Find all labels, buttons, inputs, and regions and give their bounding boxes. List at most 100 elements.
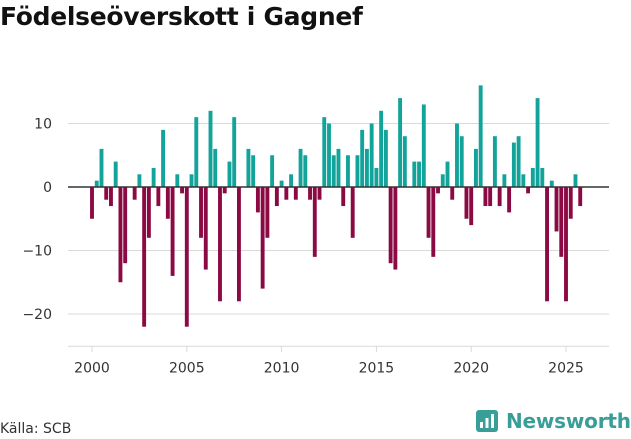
- x-axis-ticks: 2000 2005 2010 2015 2020 2025: [74, 346, 584, 376]
- bar: [293, 187, 298, 200]
- bar: [516, 136, 521, 187]
- bar: [369, 123, 374, 187]
- bar: [279, 180, 284, 187]
- bar: [417, 161, 422, 187]
- bar: [118, 187, 123, 283]
- bar: [336, 148, 341, 187]
- bars: [90, 85, 583, 327]
- bar: [265, 187, 270, 238]
- bar: [483, 187, 488, 207]
- bar: [436, 187, 440, 194]
- bar: [308, 187, 312, 200]
- bar: [303, 155, 308, 187]
- bar: [426, 187, 431, 238]
- bar: [208, 110, 213, 187]
- bar: [346, 155, 350, 187]
- bar: [180, 187, 185, 194]
- bar: [199, 187, 203, 238]
- bar: [170, 187, 175, 276]
- x-tick-label: 2000: [74, 360, 110, 376]
- bar: [104, 187, 109, 200]
- bar: [478, 85, 483, 187]
- bar: [573, 174, 578, 187]
- bar: [341, 187, 346, 207]
- bar: [445, 161, 450, 187]
- bar: [274, 187, 279, 207]
- bar: [459, 136, 464, 187]
- bar: [402, 136, 407, 187]
- bar: [412, 161, 417, 187]
- bar: [497, 187, 502, 207]
- brand-name: Newsworthy: [506, 409, 631, 433]
- bar: [431, 187, 436, 257]
- bar: [554, 187, 559, 232]
- bar: [289, 174, 294, 187]
- bar: [473, 148, 478, 187]
- bar: [94, 180, 99, 187]
- bar: [90, 187, 94, 219]
- bar: [530, 167, 535, 187]
- bar: [270, 155, 275, 187]
- y-tick-label: 0: [43, 180, 52, 196]
- bar: [260, 187, 265, 289]
- bar: [165, 187, 170, 219]
- bar: [507, 187, 512, 213]
- bar: [142, 187, 147, 327]
- bar: [364, 148, 369, 187]
- bar: [355, 155, 360, 187]
- source-note: Källa: SCB: [0, 421, 72, 437]
- bar: [194, 117, 199, 187]
- bar: [184, 187, 189, 327]
- bar: [327, 123, 331, 187]
- bar: [540, 167, 545, 187]
- bar: [222, 187, 227, 194]
- bar: [255, 187, 260, 213]
- bar: [545, 187, 549, 302]
- bar: [246, 148, 251, 187]
- bar: [137, 174, 142, 187]
- y-tick-label: −10: [22, 244, 52, 260]
- gridlines: [68, 123, 609, 347]
- bar: [236, 187, 241, 302]
- bar: [151, 167, 156, 187]
- bar: [440, 174, 445, 187]
- bar: [331, 155, 336, 187]
- bar: [374, 167, 379, 187]
- bar: [161, 129, 166, 187]
- bar: [488, 187, 493, 207]
- bar: [146, 187, 151, 238]
- bar: [109, 187, 113, 207]
- bar: [312, 187, 317, 257]
- bar: [350, 187, 355, 238]
- bar: [113, 161, 118, 187]
- bar: [578, 187, 583, 207]
- bar: [132, 187, 137, 200]
- bar: [521, 174, 526, 187]
- x-tick-label: 2005: [169, 360, 205, 376]
- bar: [227, 161, 232, 187]
- bar: [379, 110, 384, 187]
- bar: [383, 129, 388, 187]
- bar: [123, 187, 128, 264]
- bar: [393, 187, 398, 270]
- bar: [511, 142, 516, 187]
- bar: [298, 148, 303, 187]
- bar: [502, 174, 507, 187]
- x-tick-label: 2015: [359, 360, 395, 376]
- bar: [203, 187, 208, 270]
- bar: [455, 123, 459, 187]
- bar: [189, 174, 194, 187]
- bar: [218, 187, 222, 302]
- bar: [492, 136, 497, 187]
- bar: [464, 187, 469, 219]
- bar: [360, 129, 365, 187]
- bar: [469, 187, 474, 226]
- bar: [559, 187, 564, 257]
- bar: [388, 187, 393, 264]
- x-tick-label: 2020: [453, 360, 489, 376]
- bar: [156, 187, 161, 207]
- y-axis-ticks: 10 0 −10 −20: [22, 117, 52, 324]
- bar: [450, 187, 455, 200]
- y-tick-label: 10: [34, 117, 52, 133]
